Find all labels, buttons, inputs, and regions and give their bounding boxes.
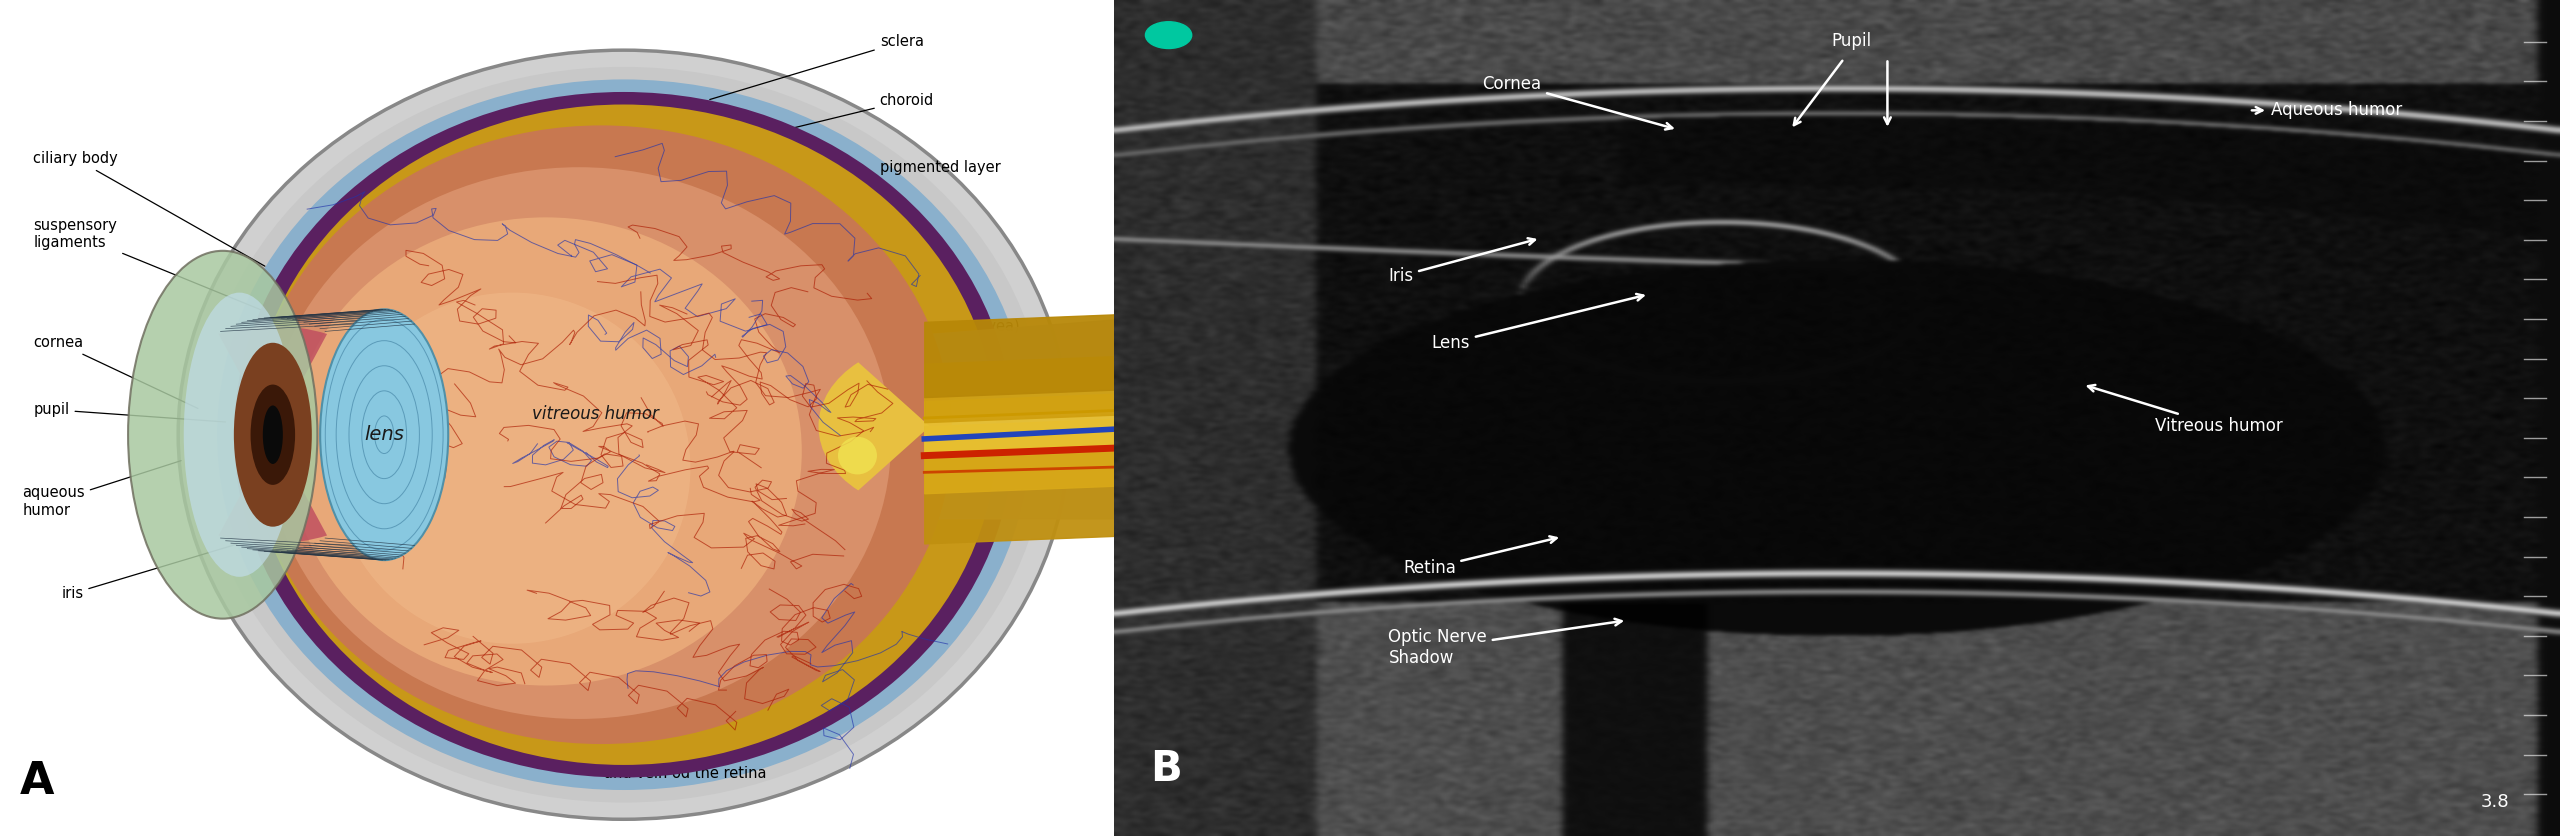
Ellipse shape (128, 251, 317, 619)
Text: Retina: Retina (1403, 537, 1556, 578)
Text: Optic Nerve
Shadow: Optic Nerve Shadow (1388, 619, 1620, 667)
Text: Pupil: Pupil (1830, 32, 1871, 50)
Text: sclera: sclera (709, 34, 924, 99)
Text: pupil: pupil (33, 402, 225, 422)
Ellipse shape (179, 50, 1070, 819)
Circle shape (1144, 22, 1193, 48)
Text: Cornea: Cornea (1482, 74, 1672, 130)
Wedge shape (218, 326, 328, 435)
Text: optic nerve: optic nerve (968, 446, 1052, 476)
Ellipse shape (184, 293, 294, 577)
Text: yellow spot (fovea): yellow spot (fovea) (865, 319, 1019, 334)
Ellipse shape (264, 405, 282, 464)
Ellipse shape (320, 309, 448, 560)
Text: retina: retina (750, 227, 922, 258)
Text: pigmented layer: pigmented layer (742, 160, 1001, 200)
Text: Aqueous humor: Aqueous humor (2253, 101, 2401, 120)
Text: blind spot: blind spot (881, 385, 952, 400)
Text: Iris: Iris (1388, 238, 1536, 285)
Ellipse shape (200, 67, 1047, 803)
Ellipse shape (251, 104, 996, 765)
Text: lens: lens (364, 426, 404, 444)
Text: ciliary body: ciliary body (33, 151, 264, 266)
Text: vitreous humor: vitreous humor (532, 405, 660, 423)
Ellipse shape (333, 293, 691, 644)
Ellipse shape (266, 167, 891, 719)
Ellipse shape (233, 92, 1014, 777)
Ellipse shape (251, 125, 952, 744)
Text: cornea: cornea (33, 335, 197, 409)
Ellipse shape (289, 217, 801, 686)
Text: suspensory
ligaments: suspensory ligaments (33, 218, 297, 325)
Text: choroid: choroid (737, 93, 934, 141)
Text: iris: iris (61, 544, 236, 601)
Text: A: A (20, 760, 54, 803)
Wedge shape (819, 362, 929, 491)
Ellipse shape (251, 385, 294, 485)
Wedge shape (218, 435, 328, 543)
Text: central artery
and vein od the retina: central artery and vein od the retina (604, 478, 978, 781)
Text: B: B (1149, 748, 1183, 790)
Ellipse shape (837, 436, 878, 475)
Ellipse shape (233, 343, 312, 527)
Ellipse shape (218, 79, 1029, 790)
Text: Lens: Lens (1431, 294, 1644, 352)
Text: aqueous
humor: aqueous humor (23, 461, 182, 517)
Text: 3.8: 3.8 (2481, 793, 2509, 811)
Text: Vitreous humor: Vitreous humor (2089, 385, 2284, 436)
